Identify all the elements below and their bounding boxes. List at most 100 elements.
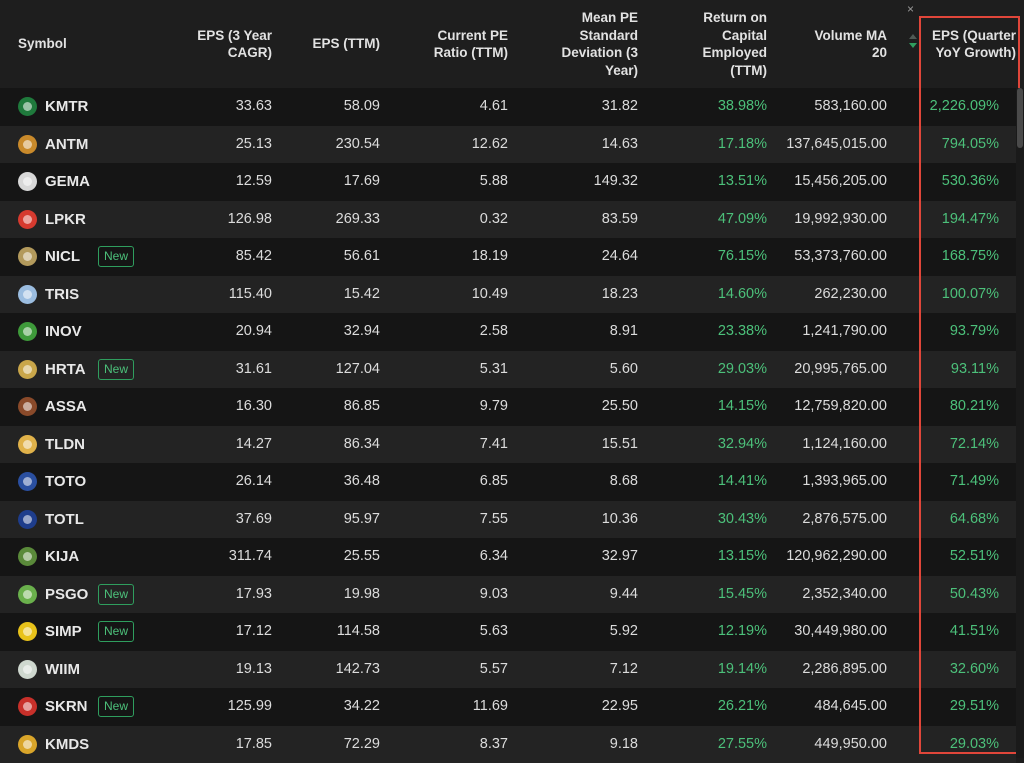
col-header-symbol[interactable]: Symbol	[18, 0, 138, 88]
ticker-label[interactable]: TOTO	[45, 473, 86, 490]
col-header-eps-ttm[interactable]: EPS (TTM)	[290, 0, 380, 88]
ticker-label[interactable]: NICL	[45, 248, 80, 265]
ticker-label[interactable]: HRTA	[45, 361, 86, 378]
ticker-label[interactable]: SKRN	[45, 698, 88, 715]
cell-roce: 12.19%	[718, 613, 767, 651]
col-header-eps-3y-cagr[interactable]: EPS (3 Year CAGR)	[170, 0, 272, 88]
symbol-cell[interactable]: ANTM	[18, 126, 88, 164]
ticker-label[interactable]: KMTR	[45, 98, 88, 115]
company-logo-icon	[18, 660, 37, 679]
symbol-cell[interactable]: TOTO	[18, 463, 86, 501]
col-header-pe-std[interactable]: Mean PE Standard Deviation (3 Year)	[530, 0, 638, 88]
cell-pe-ttm: 8.37	[480, 726, 508, 763]
symbol-cell[interactable]: HRTA	[18, 351, 86, 389]
new-badge: New	[98, 584, 134, 605]
ticker-label[interactable]: ASSA	[45, 398, 87, 415]
cell-vol-ma20: 2,876,575.00	[802, 501, 887, 539]
symbol-cell[interactable]: NICL	[18, 238, 80, 276]
ticker-label[interactable]: ANTM	[45, 136, 88, 153]
cell-vol-ma20: 15,456,205.00	[794, 163, 887, 201]
ticker-label[interactable]: LPKR	[45, 211, 86, 228]
cell-eps-3y-cagr: 20.94	[236, 313, 272, 351]
cell-roce: 27.55%	[718, 726, 767, 763]
sort-icon[interactable]	[908, 34, 918, 54]
symbol-cell[interactable]: SKRN	[18, 688, 88, 726]
cell-pe-ttm: 5.31	[480, 351, 508, 389]
sort-descending-icon[interactable]	[909, 43, 917, 48]
symbol-cell[interactable]: SIMP	[18, 613, 82, 651]
symbol-cell[interactable]: KIJA	[18, 538, 79, 576]
col-header-roce[interactable]: Return on Capital Employed (TTM)	[660, 0, 767, 88]
vertical-scrollbar[interactable]	[1016, 88, 1024, 758]
cell-eps-qyoy: 93.79%	[950, 313, 999, 351]
cell-eps-qyoy: 29.03%	[950, 726, 999, 763]
cell-eps-ttm: 230.54	[336, 126, 380, 164]
ticker-label[interactable]: PSGO	[45, 586, 88, 603]
ticker-label[interactable]: SIMP	[45, 623, 82, 640]
symbol-cell[interactable]: GEMA	[18, 163, 90, 201]
sort-ascending-icon[interactable]	[909, 34, 917, 39]
cell-vol-ma20: 120,962,290.00	[786, 538, 887, 576]
col-header-pe-ttm[interactable]: Current PE Ratio (TTM)	[400, 0, 508, 88]
col-header-eps-quarter-yoy[interactable]: EPS (Quarter YoY Growth)	[922, 0, 1016, 88]
symbol-cell[interactable]: TOTL	[18, 501, 84, 539]
symbol-cell[interactable]: LPKR	[18, 201, 86, 239]
symbol-cell[interactable]: INOV	[18, 313, 82, 351]
scrollbar-thumb[interactable]	[1017, 88, 1023, 148]
cell-pe-std: 10.36	[602, 501, 638, 539]
ticker-label[interactable]: WIIM	[45, 661, 80, 678]
ticker-label[interactable]: KMDS	[45, 736, 89, 753]
cell-eps-3y-cagr: 85.42	[236, 238, 272, 276]
symbol-cell[interactable]: KMTR	[18, 88, 88, 126]
ticker-label[interactable]: TLDN	[45, 436, 85, 453]
cell-roce: 19.14%	[718, 651, 767, 689]
cell-eps-3y-cagr: 126.98	[228, 201, 272, 239]
cell-pe-std: 32.97	[602, 538, 638, 576]
cell-eps-3y-cagr: 12.59	[236, 163, 272, 201]
cell-pe-ttm: 0.32	[480, 201, 508, 239]
ticker-label[interactable]: TRIS	[45, 286, 79, 303]
cell-roce: 26.21%	[718, 688, 767, 726]
cell-vol-ma20: 1,393,965.00	[802, 463, 887, 501]
symbol-cell[interactable]: PSGO	[18, 576, 88, 614]
cell-pe-ttm: 5.57	[480, 651, 508, 689]
cell-roce: 15.45%	[718, 576, 767, 614]
cell-eps-ttm: 15.42	[344, 276, 380, 314]
ticker-label[interactable]: INOV	[45, 323, 82, 340]
cell-roce: 29.03%	[718, 351, 767, 389]
ticker-label[interactable]: TOTL	[45, 511, 84, 528]
symbol-cell[interactable]: TRIS	[18, 276, 79, 314]
cell-vol-ma20: 2,286,895.00	[802, 651, 887, 689]
ticker-label[interactable]: GEMA	[45, 173, 90, 190]
company-logo-icon	[18, 97, 37, 116]
ticker-label[interactable]: KIJA	[45, 548, 79, 565]
cell-eps-ttm: 58.09	[344, 88, 380, 126]
cell-pe-std: 18.23	[602, 276, 638, 314]
symbol-cell[interactable]: ASSA	[18, 388, 87, 426]
cell-pe-ttm: 18.19	[472, 238, 508, 276]
symbol-cell[interactable]: WIIM	[18, 651, 80, 689]
new-badge: New	[98, 359, 134, 380]
symbol-cell[interactable]: KMDS	[18, 726, 89, 763]
col-header-volume-ma20[interactable]: Volume MA 20	[780, 0, 887, 88]
remove-column-close-icon[interactable]: ×	[907, 2, 914, 16]
symbol-cell[interactable]: TLDN	[18, 426, 85, 464]
